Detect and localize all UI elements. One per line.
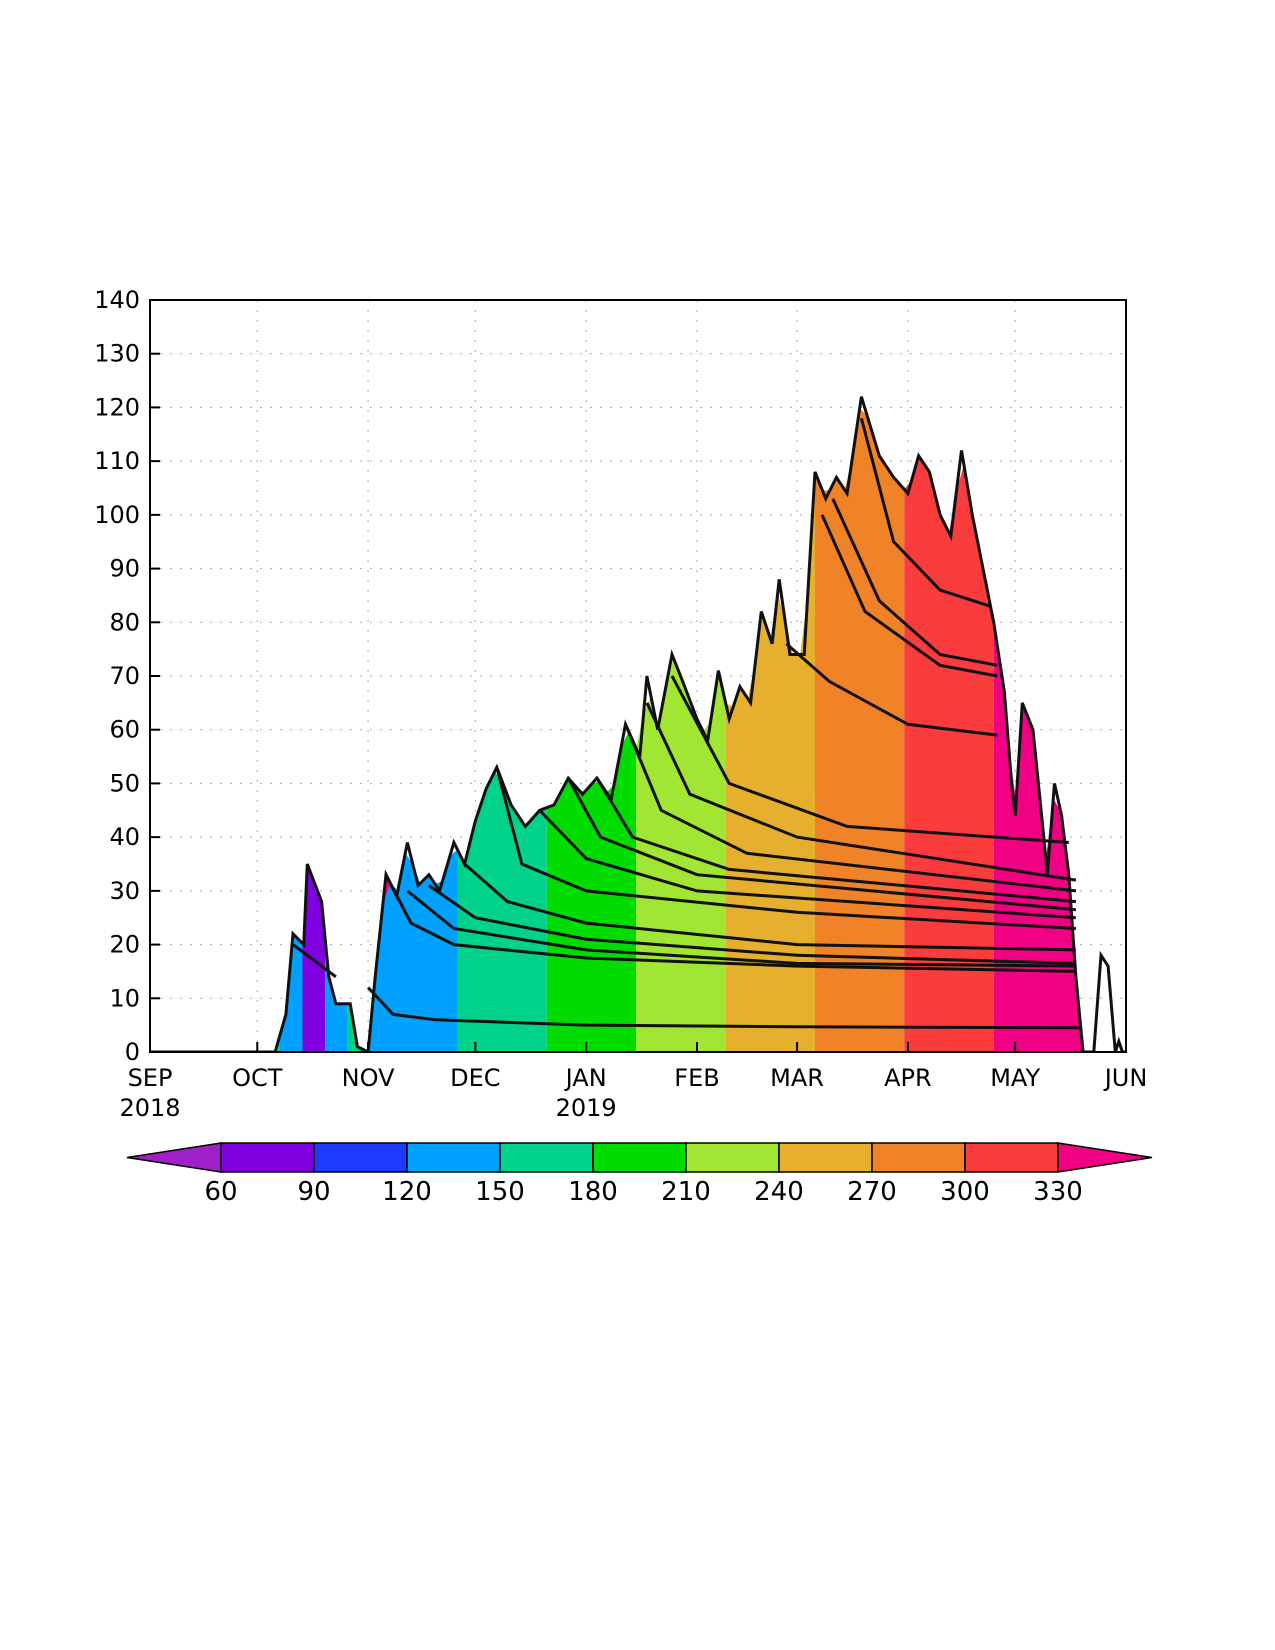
layer-line [859, 417, 991, 608]
layer-line [428, 884, 1076, 965]
layer-line [670, 675, 1069, 844]
age-band [325, 939, 348, 1052]
colorbar-low-arrow [126, 1142, 222, 1173]
layer-line [367, 986, 1080, 1030]
colorbar-label: 60 [204, 1177, 237, 1207]
y-tick-label: 80 [109, 608, 140, 636]
y-tick-label: 30 [109, 877, 140, 905]
age-band [279, 933, 303, 1052]
layer-line [463, 862, 1076, 952]
layer-line [495, 766, 1076, 930]
colorbar-label: 210 [661, 1177, 711, 1207]
age-band [368, 849, 458, 1052]
colorbar-label: 330 [1033, 1177, 1083, 1207]
layer-line [831, 498, 998, 667]
y-tick-label: 110 [94, 447, 140, 475]
colorbar-label: 120 [382, 1177, 432, 1207]
layer-line [820, 514, 998, 678]
y-tick-label: 20 [109, 931, 140, 959]
colorbar-box [313, 1142, 408, 1173]
y-tick-label: 40 [109, 823, 140, 851]
x-tick-label: NOV [342, 1064, 395, 1092]
x-tick-label: DEC [450, 1064, 500, 1092]
y-tick-label: 130 [94, 340, 140, 368]
age-band [904, 456, 994, 1052]
colorbar-label: 150 [475, 1177, 525, 1207]
age-band [993, 622, 1084, 1052]
x-tick-year-label: 2019 [556, 1094, 617, 1122]
x-tick-label: MAR [770, 1064, 824, 1092]
layer-line [406, 889, 1076, 968]
layer-line [645, 702, 1077, 882]
colorbar-label: 270 [847, 1177, 897, 1207]
colorbar-label: 240 [754, 1177, 804, 1207]
y-tick-label: 70 [109, 662, 140, 690]
x-tick-label: MAY [990, 1064, 1040, 1092]
colorbar-box [220, 1142, 315, 1173]
layer-line [538, 809, 1077, 920]
age-band [457, 771, 547, 1052]
layer-line [595, 777, 1077, 904]
colorbar-box [871, 1142, 966, 1173]
layer-boundary-lines [150, 396, 1126, 1052]
colorbar-box [406, 1142, 501, 1173]
layer-line [292, 943, 337, 979]
x-tick-label: OCT [232, 1064, 283, 1092]
y-tick-label: 90 [109, 555, 140, 583]
axes: 0102030405060708090100110120130140SEP201… [94, 286, 1147, 1122]
y-tick-label: 10 [109, 984, 140, 1012]
x-tick-label: JUN [1103, 1064, 1148, 1092]
colorbar-high-arrow [1057, 1142, 1153, 1173]
age-band [347, 1003, 371, 1052]
colorbar-box [592, 1142, 687, 1173]
x-tick-label: FEB [674, 1064, 719, 1092]
age-band [257, 1035, 280, 1052]
y-tick-label: 60 [109, 716, 140, 744]
y-tick-label: 0 [125, 1038, 140, 1066]
layer-line [624, 723, 1077, 893]
y-tick-label: 100 [94, 501, 140, 529]
y-tick-label: 120 [94, 393, 140, 421]
colorbar-label: 300 [940, 1177, 990, 1207]
colorbar-box [685, 1142, 780, 1173]
colorbar-label: 180 [568, 1177, 618, 1207]
x-tick-label: APR [884, 1064, 932, 1092]
colorbar-box [778, 1142, 873, 1173]
x-tick-label: JAN [564, 1064, 607, 1092]
layer-line [384, 874, 1076, 973]
x-tick-label: SEP [128, 1064, 173, 1092]
colorbar-box [964, 1142, 1059, 1173]
y-tick-label: 50 [109, 769, 140, 797]
layer-line [785, 642, 998, 737]
colorbar: 60 90 120 150 180 210 240 270 300 330 [126, 1142, 1153, 1207]
colorbar-box [499, 1142, 594, 1173]
layer-line [566, 777, 1077, 912]
y-tick-label: 140 [94, 286, 140, 314]
x-tick-year-label: 2018 [119, 1094, 180, 1122]
colorbar-label: 90 [297, 1177, 330, 1207]
